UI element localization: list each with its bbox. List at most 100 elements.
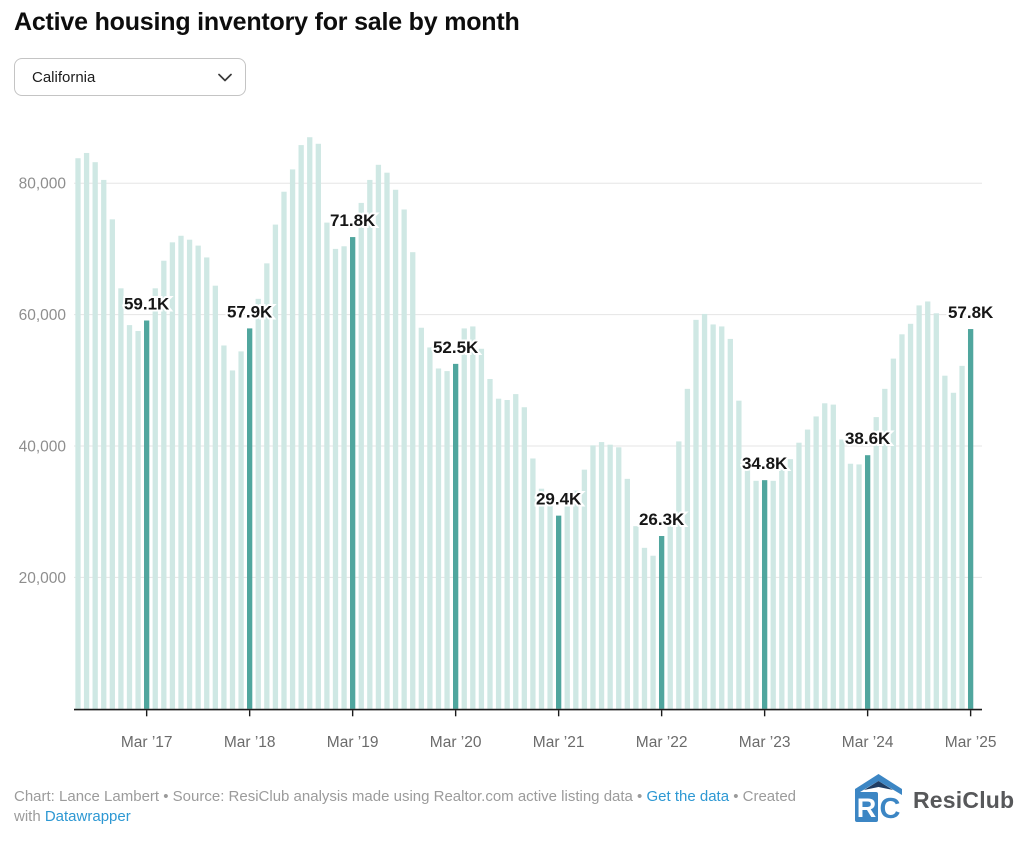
bar-jan-2017[interactable] bbox=[126, 325, 133, 709]
bar-may-2023[interactable] bbox=[779, 469, 785, 709]
bar-jul-2019[interactable] bbox=[384, 172, 390, 709]
bar-aug-2024[interactable] bbox=[907, 323, 914, 709]
bar-may-2024[interactable] bbox=[882, 388, 888, 709]
bar-mar-2023[interactable] bbox=[761, 480, 768, 709]
bar-feb-2020[interactable] bbox=[444, 371, 450, 709]
bar-aug-2021[interactable] bbox=[598, 442, 605, 709]
bar-jul-2020[interactable] bbox=[487, 378, 493, 709]
bar-oct-2018[interactable] bbox=[307, 137, 313, 709]
bar-oct-2016[interactable] bbox=[101, 179, 107, 709]
bar-feb-2019[interactable] bbox=[341, 246, 347, 709]
bar-jan-2022[interactable] bbox=[641, 547, 648, 709]
bar-dec-2021[interactable] bbox=[633, 526, 639, 709]
bar-mar-2018[interactable] bbox=[247, 328, 253, 709]
bar-dec-2019[interactable] bbox=[427, 347, 433, 709]
bar-jan-2019[interactable] bbox=[332, 248, 339, 709]
bar-oct-2019[interactable] bbox=[410, 252, 416, 709]
bar-apr-2024[interactable] bbox=[873, 417, 879, 709]
bar-may-2018[interactable] bbox=[264, 263, 270, 709]
bar-jun-2022[interactable] bbox=[684, 388, 691, 709]
bar-mar-2025[interactable] bbox=[967, 329, 974, 709]
bar-mar-2017[interactable] bbox=[144, 320, 150, 709]
bar-oct-2023[interactable] bbox=[822, 403, 828, 709]
bar-jun-2019[interactable] bbox=[375, 164, 382, 709]
datawrapper-link[interactable]: Datawrapper bbox=[44, 807, 131, 825]
bar-mar-2022[interactable] bbox=[658, 536, 665, 709]
bar-may-2019[interactable] bbox=[367, 179, 373, 709]
bar-jan-2021[interactable] bbox=[538, 488, 545, 709]
bar-sep-2016[interactable] bbox=[92, 162, 98, 709]
bar-nov-2016[interactable] bbox=[109, 219, 115, 709]
bar-mar-2024[interactable] bbox=[864, 455, 871, 709]
bar-feb-2018[interactable] bbox=[238, 351, 244, 709]
bar-feb-2017[interactable] bbox=[135, 331, 141, 709]
bar-feb-2023[interactable] bbox=[753, 480, 759, 709]
bar-oct-2021[interactable] bbox=[616, 447, 622, 709]
bar-dec-2017[interactable] bbox=[221, 345, 227, 709]
bar-aug-2023[interactable] bbox=[804, 429, 811, 709]
bar-apr-2023[interactable] bbox=[770, 480, 776, 709]
bar-aug-2022[interactable] bbox=[701, 313, 708, 709]
bar-jan-2024[interactable] bbox=[847, 463, 854, 709]
bar-sep-2017[interactable] bbox=[195, 245, 201, 709]
bar-mar-2020[interactable] bbox=[453, 363, 459, 709]
bar-nov-2017[interactable] bbox=[212, 285, 218, 709]
bar-sep-2021[interactable] bbox=[607, 444, 613, 709]
bar-apr-2022[interactable] bbox=[667, 518, 673, 709]
bar-may-2020[interactable] bbox=[470, 326, 476, 709]
bar-oct-2022[interactable] bbox=[719, 326, 725, 709]
bar-jul-2018[interactable] bbox=[281, 191, 287, 709]
bar-apr-2017[interactable] bbox=[152, 288, 158, 709]
bar-nov-2023[interactable] bbox=[830, 404, 836, 709]
state-selector[interactable]: California bbox=[14, 58, 246, 96]
bar-sep-2018[interactable] bbox=[298, 145, 304, 709]
bar-jul-2023[interactable] bbox=[796, 442, 802, 709]
bar-jun-2018[interactable] bbox=[272, 224, 279, 709]
bar-nov-2022[interactable] bbox=[727, 338, 733, 709]
bar-jul-2016[interactable] bbox=[75, 158, 81, 709]
bar-nov-2024[interactable] bbox=[933, 313, 939, 709]
bar-may-2021[interactable] bbox=[573, 490, 579, 709]
bar-jul-2021[interactable] bbox=[590, 445, 596, 709]
bar-oct-2020[interactable] bbox=[513, 394, 519, 709]
bar-feb-2024[interactable] bbox=[856, 464, 862, 709]
bar-apr-2020[interactable] bbox=[461, 328, 467, 709]
bar-dec-2018[interactable] bbox=[324, 222, 330, 709]
bar-dec-2024[interactable] bbox=[942, 375, 948, 709]
bar-jun-2021[interactable] bbox=[581, 469, 588, 709]
bar-sep-2019[interactable] bbox=[401, 209, 407, 709]
bar-jun-2024[interactable] bbox=[890, 358, 897, 709]
bar-apr-2019[interactable] bbox=[358, 202, 364, 709]
bar-sep-2020[interactable] bbox=[504, 400, 510, 709]
bar-nov-2019[interactable] bbox=[418, 327, 424, 709]
get-the-data-link[interactable]: Get the data bbox=[646, 788, 730, 805]
bar-jun-2020[interactable] bbox=[478, 348, 485, 709]
bar-may-2022[interactable] bbox=[676, 441, 682, 709]
bar-jan-2020[interactable] bbox=[435, 368, 442, 709]
bar-mar-2021[interactable] bbox=[556, 515, 562, 709]
bar-nov-2021[interactable] bbox=[624, 478, 630, 709]
bar-feb-2025[interactable] bbox=[959, 365, 965, 709]
bar-jul-2024[interactable] bbox=[899, 334, 905, 709]
bar-oct-2017[interactable] bbox=[204, 257, 210, 709]
bar-nov-2018[interactable] bbox=[315, 143, 321, 709]
bar-jul-2022[interactable] bbox=[693, 319, 699, 709]
bar-sep-2022[interactable] bbox=[710, 324, 716, 709]
bar-apr-2021[interactable] bbox=[564, 499, 570, 709]
bar-dec-2016[interactable] bbox=[118, 288, 124, 709]
bar-jan-2018[interactable] bbox=[229, 370, 236, 709]
bar-dec-2022[interactable] bbox=[736, 400, 742, 709]
bar-aug-2017[interactable] bbox=[186, 239, 193, 709]
bar-dec-2023[interactable] bbox=[839, 439, 845, 709]
bar-mar-2019[interactable] bbox=[350, 237, 356, 709]
bar-sep-2024[interactable] bbox=[916, 305, 922, 709]
bar-jun-2017[interactable] bbox=[169, 242, 176, 709]
bar-aug-2018[interactable] bbox=[289, 169, 296, 709]
bar-apr-2018[interactable] bbox=[255, 298, 261, 709]
bar-jul-2017[interactable] bbox=[178, 235, 184, 709]
bar-aug-2016[interactable] bbox=[83, 152, 90, 709]
bar-dec-2020[interactable] bbox=[530, 458, 536, 709]
bar-aug-2019[interactable] bbox=[392, 189, 399, 709]
bar-feb-2021[interactable] bbox=[547, 503, 553, 709]
bar-aug-2020[interactable] bbox=[495, 398, 502, 709]
